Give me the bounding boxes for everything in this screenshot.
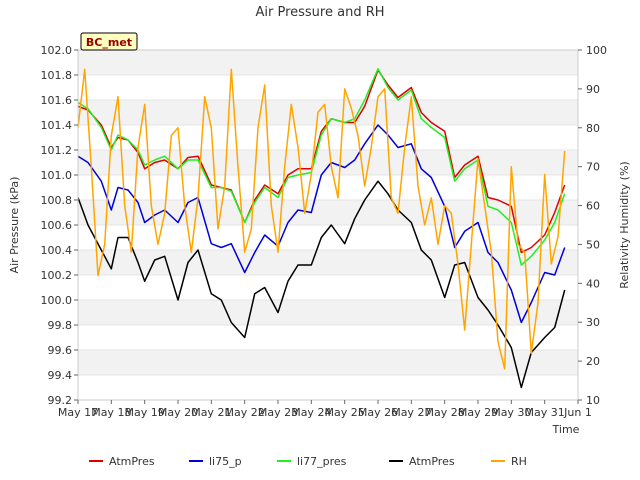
y-tick-label: 99.4 [48,369,73,382]
x-tick-label: May 31 [525,406,565,419]
y-tick-label: 99.2 [48,394,73,407]
grid-band [78,350,578,375]
grid-bands [78,50,578,401]
x-tick-label: May 28 [425,406,465,419]
grid-band [78,150,578,175]
y-axis-right: 10 20 30 40 50 60 70 80 90 100 [578,44,607,407]
x-tick-label: May 26 [358,406,398,419]
y-tick-label: 102.0 [41,44,73,57]
y2-tick-label: 90 [586,83,600,96]
site-label: BC_met [86,36,132,49]
y-tick-label: 101.2 [41,144,73,157]
legend-label: li77_pres [297,455,347,468]
x-tick-label: Jun 1 [563,406,592,419]
y2-axis-label: Relativity Humidity (%) [618,161,631,288]
site-label-box: BC_met [80,32,138,51]
grid-band [78,250,578,275]
y2-tick-label: 20 [586,355,600,368]
y-tick-label: 101.0 [41,169,73,182]
y-tick-label: 101.6 [41,94,73,107]
x-tick-label: May 17 [58,406,98,419]
y-axis-left: 99.2 99.4 99.6 99.8 100.0 100.2 100.4 100.6 100.… [41,44,78,407]
grid-band [78,375,578,400]
x-tick-label: May 25 [325,406,365,419]
grid-band [78,275,578,300]
series-line-4 [77,68,566,370]
grid-band [78,325,578,350]
legend-label: RH [511,455,527,468]
y-tick-label: 99.8 [48,319,73,332]
chart-title: Air Pressure and RH [255,5,384,20]
x-axis-label: Time [552,423,580,436]
y-tick-label: 99.6 [48,344,73,357]
series-line-2 [77,68,566,266]
series-line-3 [77,180,566,389]
y2-tick-label: 80 [586,122,600,135]
series-line-0 [77,69,566,254]
y2-tick-label: 40 [586,277,600,290]
y2-tick-label: 70 [586,161,600,174]
y-tick-label: 100.8 [41,194,73,207]
y2-tick-label: 30 [586,316,600,329]
grid-band [78,100,578,125]
legend-label: AtmPres [109,455,155,468]
grid-band [78,300,578,325]
x-tick-label: May 18 [91,406,131,419]
y-tick-label: 100.0 [41,294,73,307]
y-tick-label: 100.4 [41,244,73,257]
plot-area [77,68,566,389]
x-tick-label: May 19 [125,406,165,419]
x-tick-label: May 23 [258,406,298,419]
y2-tick-label: 60 [586,200,600,213]
x-tick-label: May 24 [291,406,331,419]
legend-label: AtmPres [409,455,455,468]
y-tick-label: 100.6 [41,219,73,232]
x-tick-label: May 21 [191,406,231,419]
x-tick-label: May 20 [158,406,198,419]
legend: AtmPres li75_p li77_pres AtmPres RH [89,455,527,468]
y2-tick-label: 10 [586,394,600,407]
legend-label: li75_p [209,455,242,468]
x-tick-label: May 27 [391,406,431,419]
x-tick-label: May 30 [491,406,531,419]
x-tick-label: May 22 [225,406,265,419]
grid-band [78,50,578,75]
y2-tick-label: 50 [586,238,600,251]
y-axis-label: Air Pressure (kPa) [8,177,21,274]
y-tick-label: 101.8 [41,69,73,82]
y-tick-label: 101.4 [41,119,73,132]
grid-band [78,175,578,200]
x-tick-label: May 29 [458,406,498,419]
series-line-1 [77,124,566,324]
y-tick-label: 100.2 [41,269,73,282]
y2-tick-label: 100 [586,44,607,57]
grid-band [78,75,578,100]
